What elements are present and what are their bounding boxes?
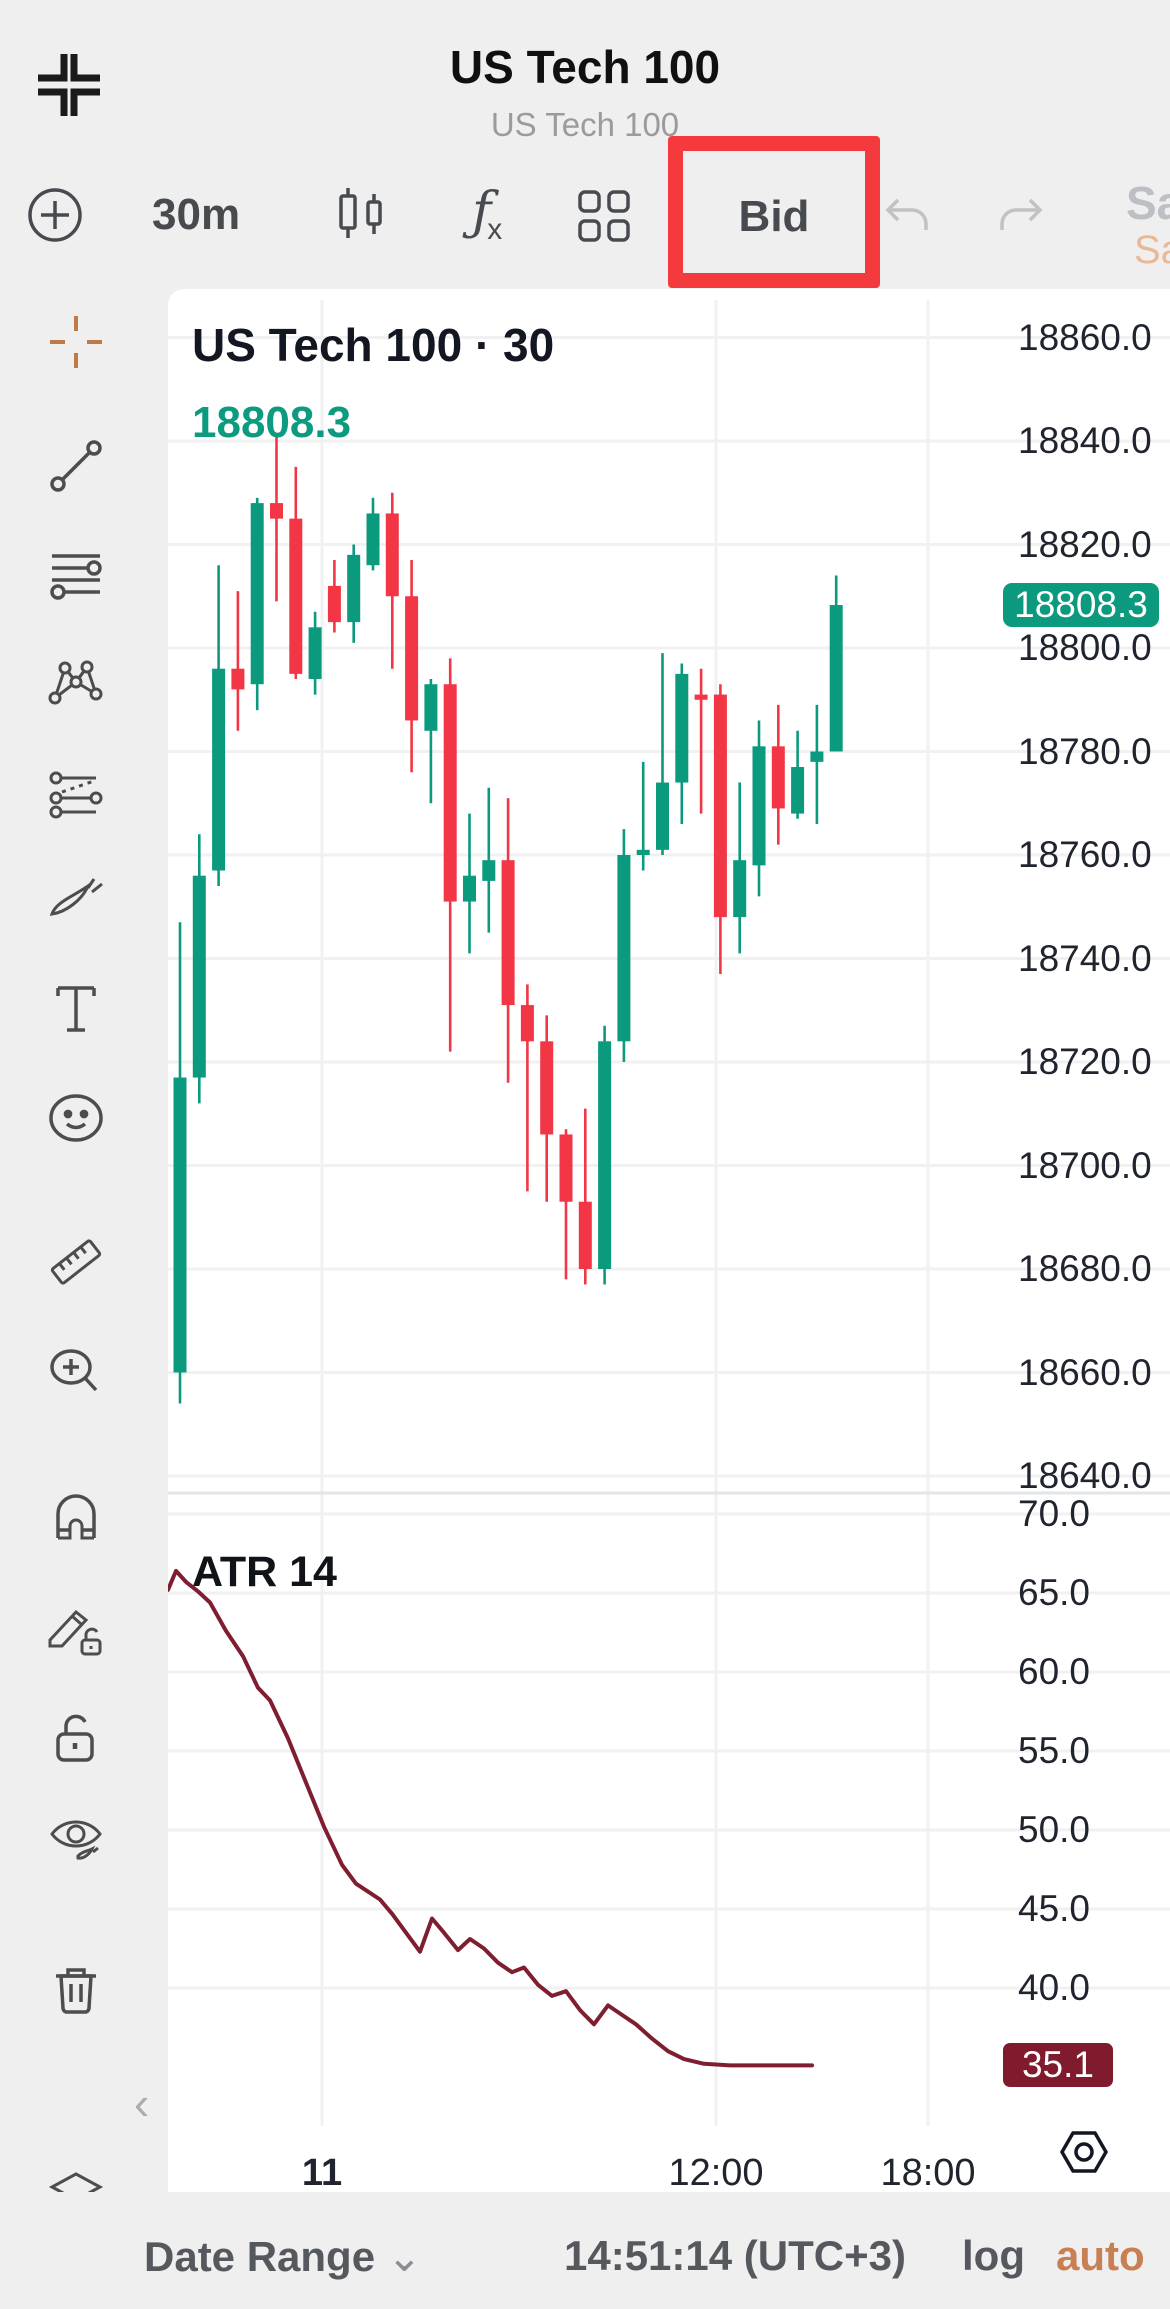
chart-canvas[interactable] — [168, 289, 1170, 2192]
projection-icon[interactable] — [48, 768, 104, 824]
redo-icon[interactable] — [992, 192, 1048, 242]
axis-label: 18800.0 — [1018, 627, 1152, 668]
xabcd-pattern-icon[interactable] — [48, 656, 104, 712]
draw-lock-icon[interactable] — [48, 1602, 104, 1658]
axis-label: 45.0 — [1018, 1888, 1091, 1929]
axis-label: 11 — [301, 2152, 343, 2194]
unlock-icon[interactable] — [48, 1710, 104, 1766]
save-label-clipped: Sa — [1134, 228, 1170, 272]
crosshair-icon[interactable] — [48, 314, 104, 370]
plus-circle-icon[interactable] — [26, 186, 84, 244]
axis-label: 18640.0 — [1018, 1455, 1152, 1496]
layout-grid-icon[interactable] — [574, 186, 634, 246]
tradingview-logo-icon[interactable] — [36, 52, 102, 118]
axis-label: 70.0 — [1018, 1493, 1091, 1534]
log-scale-toggle[interactable]: log — [962, 2232, 1025, 2279]
axis-label: 18780.0 — [1018, 730, 1152, 772]
axis-label: 18:00 — [880, 2152, 976, 2194]
axis-label: 40.0 — [1018, 1967, 1091, 2008]
axis-label: 18820.0 — [1018, 523, 1152, 565]
axis-label: 18720.0 — [1018, 1041, 1152, 1082]
axis-label: 55.0 — [1018, 1730, 1091, 1771]
magnet-icon[interactable] — [48, 1492, 104, 1548]
zoom-in-icon[interactable] — [48, 1344, 104, 1400]
axis-label: 12:00 — [668, 2152, 764, 2194]
emoji-icon[interactable] — [48, 1090, 104, 1146]
fib-lines-icon[interactable] — [48, 548, 104, 604]
timeframe-button[interactable]: 30m — [152, 190, 241, 239]
save-button-clipped[interactable]: Sa — [1126, 177, 1170, 229]
brush-icon[interactable] — [48, 872, 104, 928]
axis-label: 65.0 — [1018, 1572, 1091, 1613]
chart-legend-price: 18808.3 — [192, 398, 352, 447]
atr-indicator-label[interactable]: ATR 14 — [192, 1548, 337, 1596]
hide-drawings-icon[interactable] — [48, 1812, 104, 1868]
axis-label: 18840.0 — [1018, 420, 1152, 461]
bid-ask-toggle-button[interactable]: Bid — [738, 192, 810, 241]
axis-label: 18740.0 — [1018, 937, 1152, 979]
trend-line-icon[interactable] — [48, 438, 104, 494]
trash-icon[interactable] — [48, 1962, 104, 2018]
axis-label: 60.0 — [1018, 1651, 1091, 1692]
quick-settings-icon[interactable] — [1060, 2130, 1108, 2174]
axis-label: 18700.0 — [1018, 1144, 1152, 1186]
collapse-chevron-icon[interactable]: ‹ — [134, 2077, 150, 2129]
ruler-icon[interactable] — [48, 1234, 104, 1290]
text-icon[interactable] — [48, 982, 104, 1038]
page-title: US Tech 100 — [449, 41, 721, 93]
chart-legend-symbol[interactable]: US Tech 100 · 30 — [192, 319, 555, 371]
last-price-badge: 18808.3 — [1003, 583, 1159, 628]
date-range-button[interactable]: Date Range ⌄ — [144, 2233, 422, 2280]
auto-scale-toggle[interactable]: auto — [1056, 2232, 1145, 2279]
clock-utc-label[interactable]: 14:51:14 (UTC+3) — [564, 2232, 906, 2279]
candlestick-style-icon[interactable] — [330, 184, 394, 246]
atr-value-badge: 35.1 — [1003, 2043, 1113, 2088]
fx-indicators-icon[interactable]: ƒx — [472, 182, 503, 246]
page-subtitle: US Tech 100 — [490, 106, 680, 143]
axis-label: 18860.0 — [1018, 316, 1152, 358]
bottom-bar — [0, 2192, 1170, 2309]
axis-label: 50.0 — [1018, 1809, 1091, 1850]
axis-label: 18680.0 — [1018, 1248, 1152, 1289]
axis-label: 18760.0 — [1018, 834, 1152, 875]
undo-icon[interactable] — [880, 192, 936, 242]
annotation-highlight-box — [668, 136, 880, 288]
axis-label: 18660.0 — [1018, 1351, 1152, 1393]
